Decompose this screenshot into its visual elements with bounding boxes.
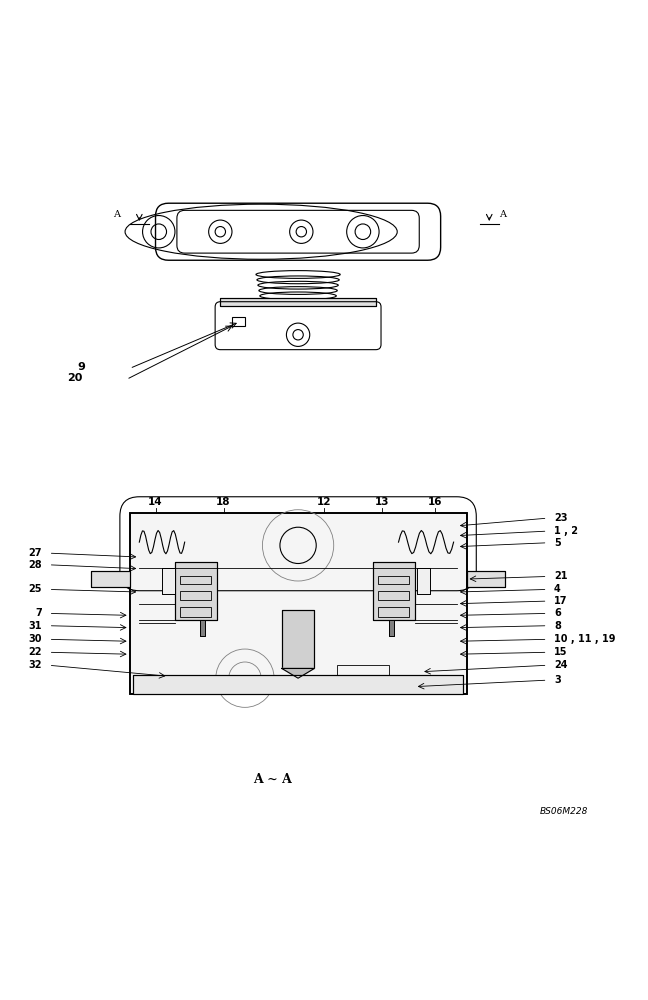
Text: 25: 25 [29, 584, 42, 594]
Bar [282, 610, 314, 668]
Bar [130, 513, 467, 694]
Bar [389, 620, 394, 636]
Bar [417, 568, 430, 594]
Text: 4: 4 [554, 584, 561, 594]
Polygon shape [282, 668, 314, 678]
Bar [180, 576, 211, 584]
Bar [220, 298, 376, 306]
Text: 22: 22 [29, 647, 42, 657]
Text: 32: 32 [29, 660, 42, 670]
Text: 18: 18 [216, 497, 231, 507]
Bar [91, 571, 130, 587]
Bar [133, 675, 463, 694]
Bar [373, 562, 415, 620]
Text: 10 , 11 , 19: 10 , 11 , 19 [554, 634, 616, 644]
Text: 24: 24 [554, 660, 568, 670]
Text: A: A [113, 210, 120, 219]
Bar [180, 607, 211, 617]
Bar [337, 665, 389, 691]
Text: 12: 12 [317, 497, 331, 507]
Text: 31: 31 [29, 621, 42, 631]
Bar [91, 571, 130, 587]
Bar [162, 568, 175, 594]
Text: 16: 16 [428, 497, 443, 507]
Text: 1 , 2: 1 , 2 [554, 526, 578, 536]
Bar [130, 513, 467, 694]
Text: 20: 20 [67, 373, 82, 383]
Text: 9: 9 [77, 362, 85, 372]
Text: 6: 6 [554, 608, 561, 618]
Text: 27: 27 [29, 548, 42, 558]
Text: 7: 7 [36, 608, 42, 618]
Text: 15: 15 [554, 647, 568, 657]
Bar [378, 576, 409, 584]
Text: A: A [499, 210, 505, 219]
Text: A ~ A: A ~ A [253, 773, 292, 786]
Bar [175, 562, 217, 620]
Bar [200, 620, 205, 636]
Text: 17: 17 [554, 596, 568, 606]
Bar [373, 562, 415, 620]
Bar [389, 620, 394, 636]
Bar [200, 620, 205, 636]
Text: 30: 30 [29, 634, 42, 644]
Bar [232, 317, 245, 326]
Bar [220, 298, 376, 306]
Bar [417, 568, 430, 594]
Text: 3: 3 [554, 675, 561, 685]
Text: BS06M228: BS06M228 [540, 807, 588, 816]
Bar [467, 571, 505, 587]
Bar [133, 675, 463, 694]
Bar [180, 591, 211, 600]
Text: 5: 5 [554, 538, 561, 548]
Text: 21: 21 [554, 571, 568, 581]
Bar [162, 568, 175, 594]
Bar [467, 571, 505, 587]
Bar [282, 610, 314, 668]
Bar [378, 591, 409, 600]
Bar [378, 607, 409, 617]
Text: 14: 14 [148, 497, 163, 507]
Text: 8: 8 [554, 621, 561, 631]
Bar [175, 562, 217, 620]
Text: 23: 23 [554, 513, 568, 523]
Text: 13: 13 [375, 497, 389, 507]
Text: 28: 28 [29, 560, 42, 570]
